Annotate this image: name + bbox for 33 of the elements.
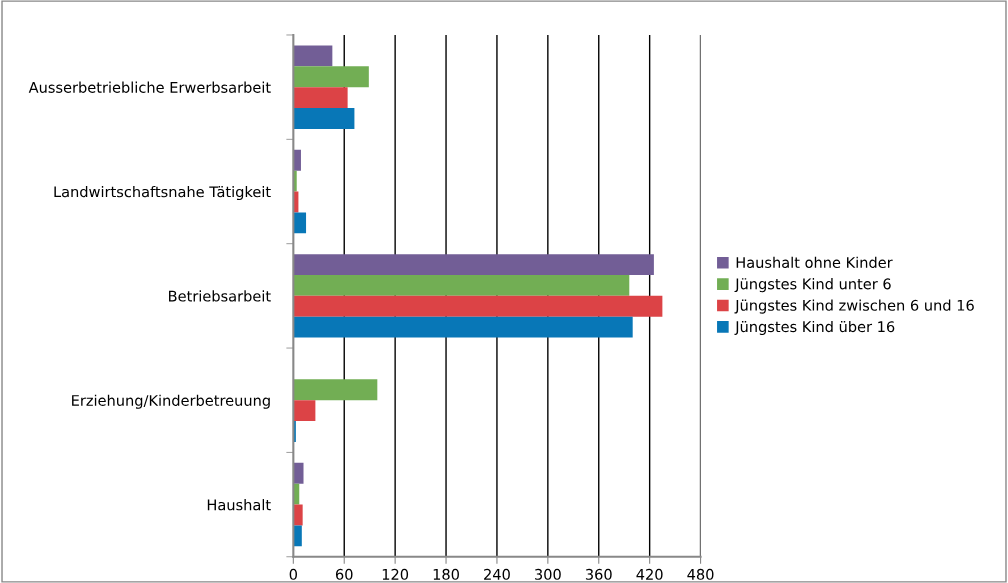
bar xyxy=(293,212,307,234)
x-tick-label: 240 xyxy=(484,568,510,580)
bar xyxy=(293,295,663,317)
x-tick-label: 60 xyxy=(335,568,353,580)
bar xyxy=(293,400,316,422)
legend-label: Jüngstes Kind unter 6 xyxy=(734,278,891,293)
x-tick-label: 180 xyxy=(433,568,459,580)
y-tick-label: Haushalt xyxy=(207,499,271,511)
x-tick-label: 360 xyxy=(585,568,612,580)
y-tick-label: Ausserbetriebliche Erwerbsarbeit xyxy=(28,81,271,93)
bar xyxy=(293,254,654,275)
legend-label: Jüngstes Kind zwischen 6 und 16 xyxy=(734,299,974,314)
x-tick-label: 420 xyxy=(636,568,663,580)
x-tick-label: 480 xyxy=(687,568,714,580)
bar xyxy=(293,504,303,526)
legend-label: Jüngstes Kind über 16 xyxy=(734,320,895,336)
x-tick-label: 0 xyxy=(289,568,297,580)
bar xyxy=(293,275,630,296)
y-tick-label: Landwirtschaftsnahe Tätigkeit xyxy=(54,185,271,201)
y-tick-label: Erziehung/Kinderbetreuung xyxy=(72,394,270,409)
x-tick-label: 300 xyxy=(535,568,561,580)
bar xyxy=(293,45,333,67)
bar xyxy=(293,462,304,484)
legend-label: Haushalt ohne Kinder xyxy=(736,256,893,268)
x-tick-label: 120 xyxy=(382,568,409,580)
bar xyxy=(293,379,378,401)
y-tick-label: Betriebsarbeit xyxy=(169,290,271,302)
bar xyxy=(293,87,348,109)
bar xyxy=(293,149,301,171)
bar xyxy=(293,108,355,129)
bar xyxy=(293,525,302,547)
bar xyxy=(293,316,633,338)
bar xyxy=(293,66,369,88)
